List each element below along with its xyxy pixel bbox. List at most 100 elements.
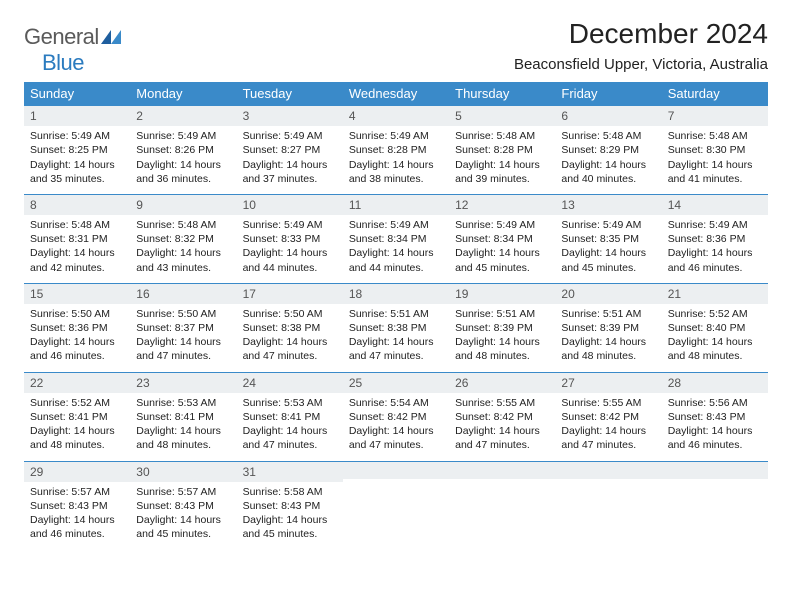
sunset-line: Sunset: 8:34 PM xyxy=(455,232,549,246)
day-number: 13 xyxy=(555,194,661,215)
sunrise-line: Sunrise: 5:48 AM xyxy=(455,129,549,143)
day-number: 19 xyxy=(449,283,555,304)
calendar-day-cell: 3Sunrise: 5:49 AMSunset: 8:27 PMDaylight… xyxy=(237,105,343,194)
calendar-day-cell: 28Sunrise: 5:56 AMSunset: 8:43 PMDayligh… xyxy=(662,372,768,461)
daylight-line: Daylight: 14 hours and 47 minutes. xyxy=(243,335,337,363)
sunrise-line: Sunrise: 5:52 AM xyxy=(30,396,124,410)
sunset-line: Sunset: 8:38 PM xyxy=(243,321,337,335)
day-body: Sunrise: 5:49 AMSunset: 8:36 PMDaylight:… xyxy=(662,215,768,283)
sunset-line: Sunset: 8:41 PM xyxy=(30,410,124,424)
daylight-line: Daylight: 14 hours and 46 minutes. xyxy=(668,424,762,452)
weekday-header: Thursday xyxy=(449,82,555,105)
day-number: 3 xyxy=(237,105,343,126)
day-body: Sunrise: 5:48 AMSunset: 8:28 PMDaylight:… xyxy=(449,126,555,194)
day-number: 10 xyxy=(237,194,343,215)
daylight-line: Daylight: 14 hours and 35 minutes. xyxy=(30,158,124,186)
sunrise-line: Sunrise: 5:49 AM xyxy=(561,218,655,232)
day-number: 27 xyxy=(555,372,661,393)
day-body: Sunrise: 5:49 AMSunset: 8:28 PMDaylight:… xyxy=(343,126,449,194)
day-body: Sunrise: 5:49 AMSunset: 8:34 PMDaylight:… xyxy=(343,215,449,283)
calendar-empty-cell xyxy=(343,461,449,550)
daylight-line: Daylight: 14 hours and 44 minutes. xyxy=(349,246,443,274)
sunset-line: Sunset: 8:27 PM xyxy=(243,143,337,157)
sunrise-line: Sunrise: 5:53 AM xyxy=(136,396,230,410)
daylight-line: Daylight: 14 hours and 39 minutes. xyxy=(455,158,549,186)
calendar-day-cell: 29Sunrise: 5:57 AMSunset: 8:43 PMDayligh… xyxy=(24,461,130,550)
day-body: Sunrise: 5:49 AMSunset: 8:35 PMDaylight:… xyxy=(555,215,661,283)
sunrise-line: Sunrise: 5:49 AM xyxy=(243,218,337,232)
sunset-line: Sunset: 8:40 PM xyxy=(668,321,762,335)
day-number: 16 xyxy=(130,283,236,304)
sunrise-line: Sunrise: 5:51 AM xyxy=(349,307,443,321)
day-number: 2 xyxy=(130,105,236,126)
day-body: Sunrise: 5:49 AMSunset: 8:26 PMDaylight:… xyxy=(130,126,236,194)
calendar-day-cell: 10Sunrise: 5:49 AMSunset: 8:33 PMDayligh… xyxy=(237,194,343,283)
day-body: Sunrise: 5:57 AMSunset: 8:43 PMDaylight:… xyxy=(24,482,130,550)
calendar-week-row: 8Sunrise: 5:48 AMSunset: 8:31 PMDaylight… xyxy=(24,194,768,283)
day-body: Sunrise: 5:58 AMSunset: 8:43 PMDaylight:… xyxy=(237,482,343,550)
calendar-day-cell: 4Sunrise: 5:49 AMSunset: 8:28 PMDaylight… xyxy=(343,105,449,194)
day-number: 31 xyxy=(237,461,343,482)
calendar-day-cell: 25Sunrise: 5:54 AMSunset: 8:42 PMDayligh… xyxy=(343,372,449,461)
sunrise-line: Sunrise: 5:49 AM xyxy=(349,129,443,143)
day-body: Sunrise: 5:50 AMSunset: 8:37 PMDaylight:… xyxy=(130,304,236,372)
daylight-line: Daylight: 14 hours and 45 minutes. xyxy=(561,246,655,274)
day-body: Sunrise: 5:55 AMSunset: 8:42 PMDaylight:… xyxy=(555,393,661,461)
daylight-line: Daylight: 14 hours and 40 minutes. xyxy=(561,158,655,186)
day-body: Sunrise: 5:52 AMSunset: 8:41 PMDaylight:… xyxy=(24,393,130,461)
weekday-header: Saturday xyxy=(662,82,768,105)
daylight-line: Daylight: 14 hours and 46 minutes. xyxy=(30,335,124,363)
day-number: 22 xyxy=(24,372,130,393)
day-body: Sunrise: 5:50 AMSunset: 8:36 PMDaylight:… xyxy=(24,304,130,372)
sunrise-line: Sunrise: 5:48 AM xyxy=(561,129,655,143)
daylight-line: Daylight: 14 hours and 47 minutes. xyxy=(455,424,549,452)
calendar-day-cell: 31Sunrise: 5:58 AMSunset: 8:43 PMDayligh… xyxy=(237,461,343,550)
sunset-line: Sunset: 8:43 PM xyxy=(136,499,230,513)
daylight-line: Daylight: 14 hours and 45 minutes. xyxy=(455,246,549,274)
sunset-line: Sunset: 8:33 PM xyxy=(243,232,337,246)
day-number: 24 xyxy=(237,372,343,393)
calendar-day-cell: 30Sunrise: 5:57 AMSunset: 8:43 PMDayligh… xyxy=(130,461,236,550)
day-number: 9 xyxy=(130,194,236,215)
calendar-empty-cell xyxy=(555,461,661,550)
brand-name-blue: Blue xyxy=(42,50,84,75)
daylight-line: Daylight: 14 hours and 46 minutes. xyxy=(30,513,124,541)
sunset-line: Sunset: 8:26 PM xyxy=(136,143,230,157)
daylight-line: Daylight: 14 hours and 47 minutes. xyxy=(561,424,655,452)
sunrise-line: Sunrise: 5:49 AM xyxy=(243,129,337,143)
calendar-day-cell: 24Sunrise: 5:53 AMSunset: 8:41 PMDayligh… xyxy=(237,372,343,461)
calendar-day-cell: 8Sunrise: 5:48 AMSunset: 8:31 PMDaylight… xyxy=(24,194,130,283)
page-title: December 2024 xyxy=(514,18,768,50)
calendar-day-cell: 22Sunrise: 5:52 AMSunset: 8:41 PMDayligh… xyxy=(24,372,130,461)
sunset-line: Sunset: 8:29 PM xyxy=(561,143,655,157)
sunset-line: Sunset: 8:42 PM xyxy=(561,410,655,424)
calendar-empty-cell xyxy=(449,461,555,550)
sunset-line: Sunset: 8:30 PM xyxy=(668,143,762,157)
sunrise-line: Sunrise: 5:51 AM xyxy=(455,307,549,321)
daylight-line: Daylight: 14 hours and 36 minutes. xyxy=(136,158,230,186)
sunset-line: Sunset: 8:42 PM xyxy=(455,410,549,424)
calendar-day-cell: 17Sunrise: 5:50 AMSunset: 8:38 PMDayligh… xyxy=(237,283,343,372)
sunrise-line: Sunrise: 5:57 AM xyxy=(30,485,124,499)
calendar-day-cell: 2Sunrise: 5:49 AMSunset: 8:26 PMDaylight… xyxy=(130,105,236,194)
sunrise-line: Sunrise: 5:49 AM xyxy=(136,129,230,143)
sunset-line: Sunset: 8:28 PM xyxy=(455,143,549,157)
sunset-line: Sunset: 8:31 PM xyxy=(30,232,124,246)
sunset-line: Sunset: 8:35 PM xyxy=(561,232,655,246)
day-number: 26 xyxy=(449,372,555,393)
weekday-header: Monday xyxy=(130,82,236,105)
calendar-day-cell: 16Sunrise: 5:50 AMSunset: 8:37 PMDayligh… xyxy=(130,283,236,372)
calendar-day-cell: 13Sunrise: 5:49 AMSunset: 8:35 PMDayligh… xyxy=(555,194,661,283)
daylight-line: Daylight: 14 hours and 47 minutes. xyxy=(243,424,337,452)
day-number: 20 xyxy=(555,283,661,304)
sunset-line: Sunset: 8:37 PM xyxy=(136,321,230,335)
day-body: Sunrise: 5:48 AMSunset: 8:29 PMDaylight:… xyxy=(555,126,661,194)
brand-name-gray: General xyxy=(24,24,99,49)
day-number: 4 xyxy=(343,105,449,126)
brand-mark-icon xyxy=(101,30,121,49)
sunrise-line: Sunrise: 5:54 AM xyxy=(349,396,443,410)
sunset-line: Sunset: 8:39 PM xyxy=(561,321,655,335)
daylight-line: Daylight: 14 hours and 47 minutes. xyxy=(349,424,443,452)
calendar-day-cell: 27Sunrise: 5:55 AMSunset: 8:42 PMDayligh… xyxy=(555,372,661,461)
day-number: 12 xyxy=(449,194,555,215)
